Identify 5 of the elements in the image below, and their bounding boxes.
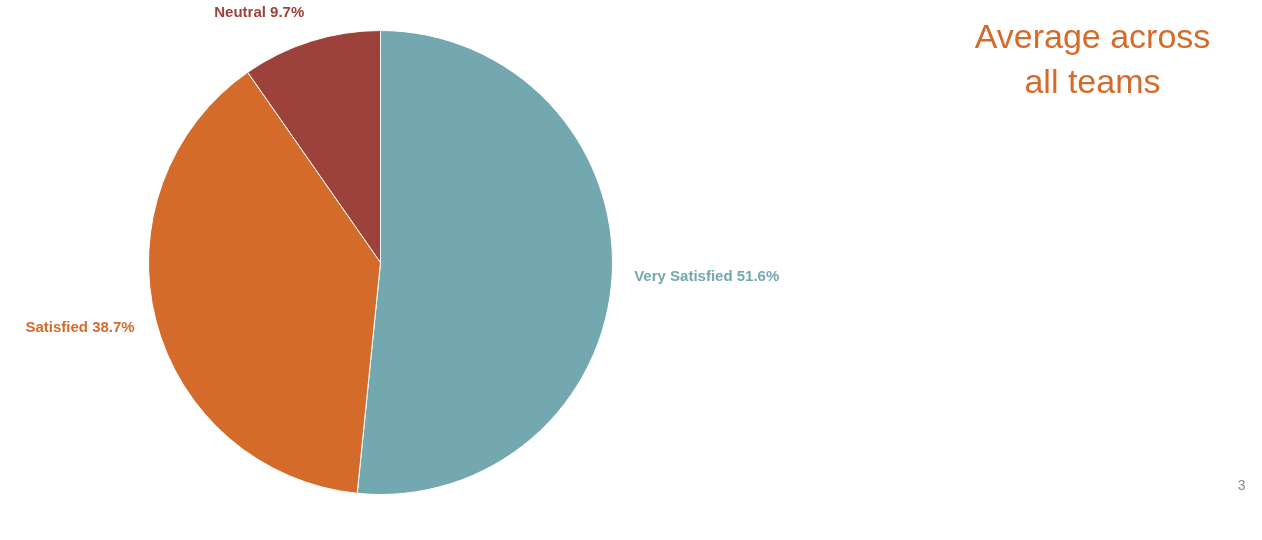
- slice-label: Neutral 9.7%: [214, 3, 305, 21]
- text: 3: [1237, 476, 1246, 493]
- slice-label: Satisfied 38.7%: [25, 317, 135, 335]
- slice-label: Very Satisfied 51.6%: [634, 266, 780, 284]
- text: Average across all teams: [974, 16, 1211, 101]
